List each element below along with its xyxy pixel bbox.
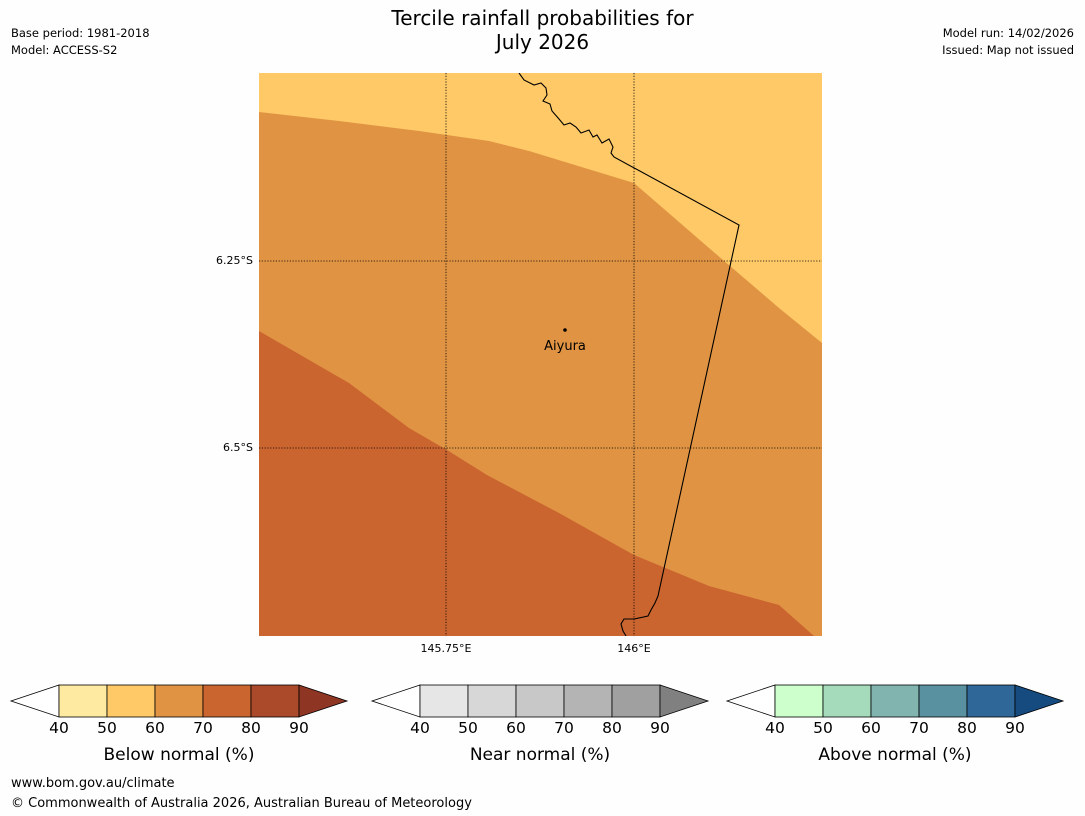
- meta-left: Base period: 1981-2018 Model: ACCESS-S2: [11, 25, 150, 59]
- colorbar-tick: 60: [145, 719, 165, 737]
- colorbar-tick: 50: [813, 719, 833, 737]
- colorbar-tick: 90: [650, 719, 670, 737]
- colorbar-tick: 40: [410, 719, 430, 737]
- lon-tick-label: 146°E: [617, 642, 651, 655]
- colorbar-segment: [515, 684, 565, 718]
- colorbar-segment: [774, 684, 824, 718]
- shading-70-80: [259, 331, 814, 636]
- colorbar-extend-max: [1014, 684, 1065, 718]
- footer-copyright: © Commonwealth of Australia 2026, Austra…: [11, 796, 472, 811]
- colorbar-tick: 70: [554, 719, 574, 737]
- model-run-text: Model run: 14/02/2026: [942, 26, 1074, 40]
- footer-url[interactable]: www.bom.gov.au/climate: [11, 776, 175, 791]
- lat-tick-label: 6.5°S: [223, 441, 253, 454]
- colorbar-segment: [918, 684, 968, 718]
- colorbar-extend-min: [725, 684, 776, 718]
- aiyura-marker: [563, 328, 567, 332]
- colorbar-label-above-normal: Above normal (%): [818, 745, 972, 765]
- colorbar-above-normal: [725, 684, 1065, 718]
- border-line: [518, 73, 740, 636]
- lat-tick-label: 6.25°S: [216, 254, 253, 267]
- colorbar-tick: 70: [909, 719, 929, 737]
- model-text: Model: ACCESS-S2: [11, 43, 118, 57]
- colorbar-segment: [250, 684, 300, 718]
- colorbar-tick: 50: [458, 719, 478, 737]
- meta-right: Model run: 14/02/2026 Issued: Map not is…: [942, 25, 1074, 59]
- base-period-text: Base period: 1981-2018: [11, 26, 150, 40]
- title-line-1: Tercile rainfall probabilities for: [391, 6, 694, 30]
- colorbar-extend-max: [298, 684, 349, 718]
- colorbar-tick: 40: [49, 719, 69, 737]
- colorbar-label-near-normal: Near normal (%): [469, 745, 611, 765]
- colorbar-tick: 80: [602, 719, 622, 737]
- colorbar-segment: [822, 684, 872, 718]
- colorbar-segment: [966, 684, 1016, 718]
- colorbar-segment: [202, 684, 252, 718]
- aiyura-label: Aiyura: [544, 339, 586, 354]
- colorbar-tick: 80: [957, 719, 977, 737]
- colorbar-tick: 50: [97, 719, 117, 737]
- colorbar-segment: [106, 684, 156, 718]
- map-canvas: Aiyura: [259, 73, 822, 636]
- lon-tick-label: 145.75°E: [420, 642, 472, 655]
- colorbar-segment: [154, 684, 204, 718]
- colorbar-segment: [467, 684, 517, 718]
- colorbar-segment: [419, 684, 469, 718]
- colorbar-segment: [563, 684, 613, 718]
- colorbar-extend-min: [370, 684, 421, 718]
- colorbar-near-normal: [370, 684, 710, 718]
- map-title: Tercile rainfall probabilities for July …: [0, 6, 1085, 54]
- colorbar-extend-min: [9, 684, 60, 718]
- colorbar-below-normal: [9, 684, 349, 718]
- colorbar-tick: 90: [1005, 719, 1025, 737]
- colorbar-extend-max: [659, 684, 710, 718]
- colorbar-tick: 60: [861, 719, 881, 737]
- colorbar-tick: 60: [506, 719, 526, 737]
- colorbar-label-below-normal: Below normal (%): [103, 745, 255, 765]
- colorbar-segment: [58, 684, 108, 718]
- colorbar-tick: 70: [193, 719, 213, 737]
- colorbar-tick: 80: [241, 719, 261, 737]
- colorbar-tick: 40: [765, 719, 785, 737]
- colorbar-tick: 90: [289, 719, 309, 737]
- issued-text: Issued: Map not issued: [942, 43, 1074, 57]
- colorbar-segment: [870, 684, 920, 718]
- title-line-2: July 2026: [495, 30, 590, 54]
- colorbar-segment: [611, 684, 661, 718]
